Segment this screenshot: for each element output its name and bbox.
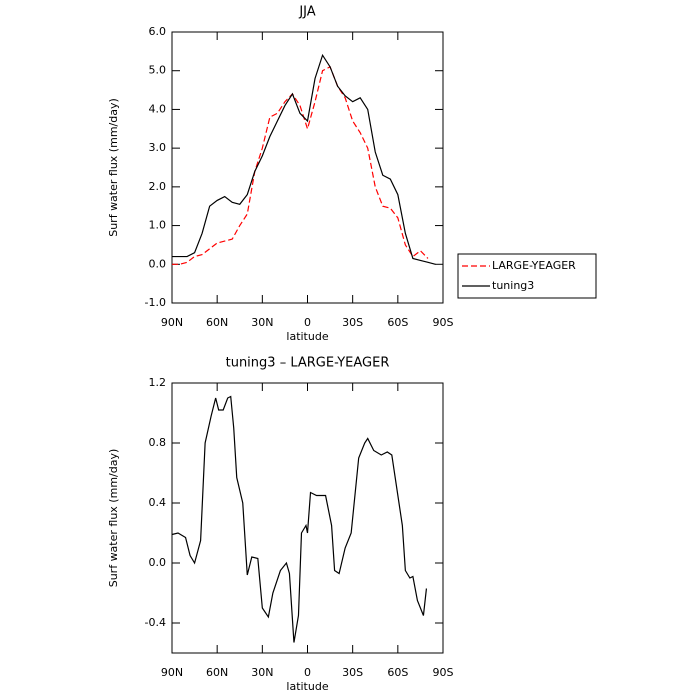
x-tick-label: 90S <box>433 316 454 329</box>
y-axis-label: Surf water flux (mm/day) <box>107 449 120 588</box>
legend-label: tuning3 <box>492 279 534 292</box>
x-tick-label: 30N <box>251 666 273 679</box>
x-tick-label: 90N <box>161 316 183 329</box>
y-axis-label: Surf water flux (mm/day) <box>107 98 120 237</box>
y-tick-label: 0.4 <box>149 496 167 509</box>
legend-box <box>457 253 597 299</box>
data-line <box>172 66 429 265</box>
x-tick-label: 60N <box>206 666 228 679</box>
y-tick-label: 3.0 <box>149 141 167 154</box>
x-tick-label: 30N <box>251 316 273 329</box>
chart-title: tuning3 – LARGE-YEAGER <box>226 356 390 371</box>
x-tick-label: 30S <box>342 316 363 329</box>
x-tick-label: 90S <box>433 666 454 679</box>
y-tick-label: 0.0 <box>149 556 167 569</box>
plot-frame <box>171 31 444 304</box>
x-axis-label: latitude <box>286 680 328 693</box>
x-tick-label: 60S <box>387 666 408 679</box>
x-tick-label: 60S <box>387 316 408 329</box>
y-tick-label: 0.0 <box>149 257 167 270</box>
y-tick-label: 4.0 <box>149 102 167 115</box>
y-tick-label: 6.0 <box>149 25 167 38</box>
y-tick-label: -0.4 <box>145 616 166 629</box>
legend-label: LARGE-YEAGER <box>492 259 576 272</box>
x-tick-label: 0 <box>304 666 311 679</box>
chart-title: JJA <box>298 5 315 20</box>
x-tick-label: 30S <box>342 666 363 679</box>
y-tick-label: 1.2 <box>149 376 167 389</box>
y-tick-label: 5.0 <box>149 64 167 77</box>
data-line <box>172 53 436 265</box>
y-tick-label: 2.0 <box>149 180 167 193</box>
x-tick-label: 0 <box>304 316 311 329</box>
x-axis-label: latitude <box>286 330 328 343</box>
y-tick-label: 1.0 <box>149 219 167 232</box>
data-line <box>171 395 428 643</box>
x-tick-label: 60N <box>206 316 228 329</box>
y-tick-label: 0.8 <box>149 436 167 449</box>
plot-frame <box>171 382 444 654</box>
x-tick-label: 90N <box>161 666 183 679</box>
y-tick-label: -1.0 <box>145 296 166 309</box>
